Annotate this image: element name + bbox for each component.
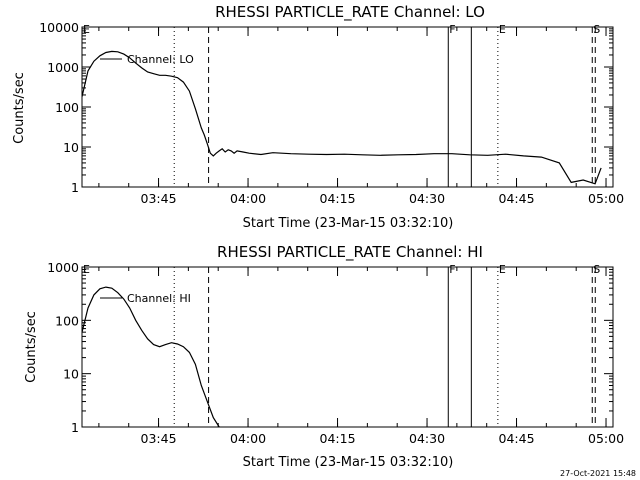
plot-frame	[81, 266, 614, 428]
x-tick-label: 04:30	[409, 431, 445, 446]
y-tick-label: 100	[55, 100, 79, 115]
x-tick-label: 04:30	[409, 191, 445, 206]
event-marker: E	[499, 263, 506, 276]
y-tick-label: 100	[55, 313, 79, 328]
x-tick-label: 05:00	[588, 191, 624, 206]
x-axis-label: Start Time (23-Mar-15 03:32:10)	[243, 216, 454, 231]
timestamp: 27-Oct-2021 15:48	[560, 469, 636, 478]
event-marker: E	[499, 23, 506, 36]
y-tick-label: 10	[63, 140, 79, 155]
x-tick-label: 03:45	[141, 191, 177, 206]
x-tick-label: 04:15	[320, 431, 356, 446]
event-marker: F	[449, 263, 455, 276]
plot-frame	[81, 26, 614, 188]
y-tick-label: 1	[71, 180, 79, 195]
y-tick-label: 1000	[47, 260, 79, 275]
series-line	[82, 286, 220, 427]
y-tick-label: 1000	[47, 60, 79, 75]
event-marker: E	[83, 23, 90, 36]
legend-label: Channel: HI	[127, 292, 191, 305]
x-tick-label: 04:15	[320, 191, 356, 206]
chart-title: RHESSI PARTICLE_RATE Channel: HI	[217, 243, 483, 262]
y-tick-label: 10000	[39, 20, 79, 35]
event-marker: S	[593, 23, 600, 36]
event-marker: E	[83, 263, 90, 276]
chart-title: RHESSI PARTICLE_RATE Channel: LO	[215, 3, 485, 22]
plot-layer: 1 10 100 1000 10000 03:45 04:00 04:15 04:30 04:45…	[39, 20, 624, 446]
x-axis-label: Start Time (23-Mar-15 03:32:10)	[243, 455, 454, 470]
event-marker: S	[593, 263, 600, 276]
y-axis-label: Counts/sec	[12, 72, 27, 144]
legend-label: Channel: LO	[127, 53, 194, 66]
x-tick-label: 05:00	[588, 431, 624, 446]
y-tick-label: 1	[71, 420, 79, 435]
x-tick-label: 04:00	[230, 191, 266, 206]
event-marker: F	[449, 23, 455, 36]
y-axis-label: Counts/sec	[24, 311, 39, 383]
series-line	[82, 50, 602, 185]
x-tick-label: 04:45	[499, 431, 535, 446]
x-tick-label: 03:45	[141, 431, 177, 446]
x-tick-label: 04:45	[499, 191, 535, 206]
x-tick-label: 04:00	[230, 431, 266, 446]
y-tick-label: 10	[63, 367, 79, 382]
